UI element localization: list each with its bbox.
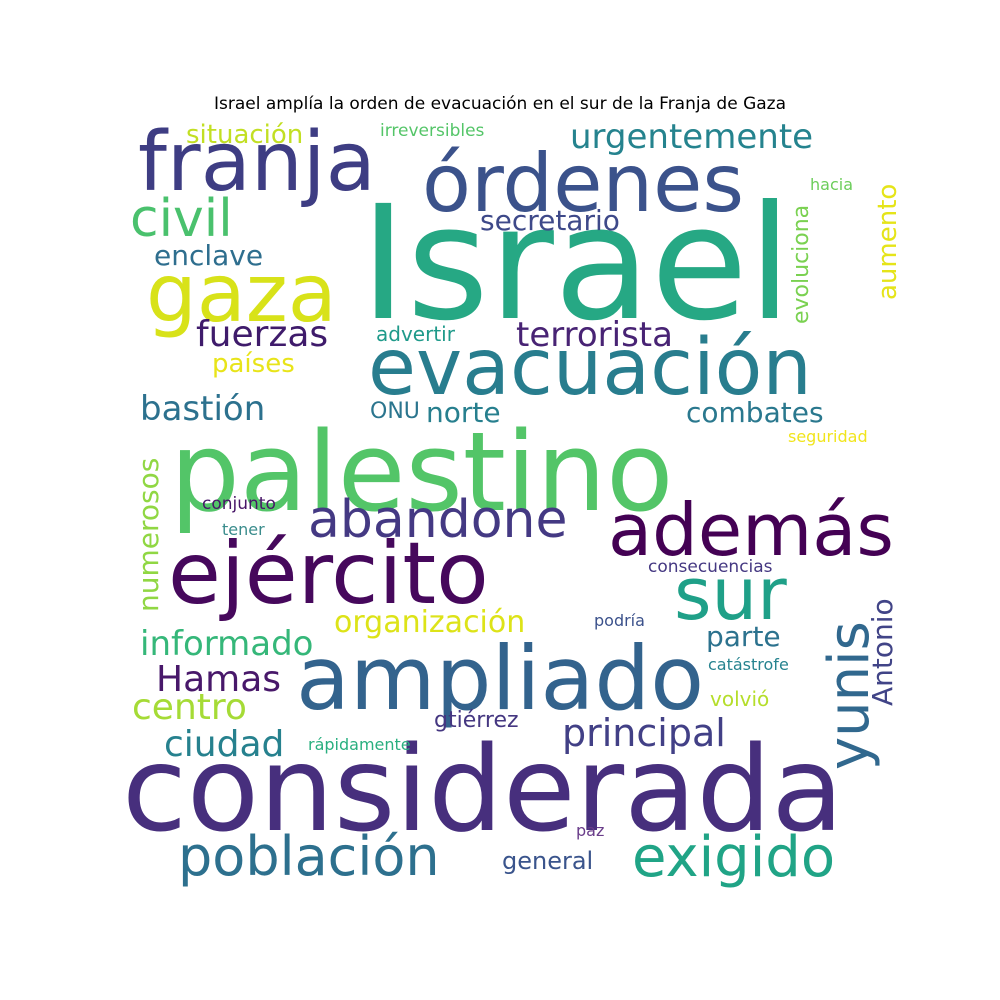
cloud-word: consecuencias [648,557,773,577]
cloud-word: combates [686,396,824,429]
cloud-word: secretario [480,204,620,237]
cloud-word: civil [130,189,233,249]
cloud-word: podría [594,611,645,630]
cloud-word: aumento [873,184,903,300]
cloud-word: situación [186,120,303,150]
cloud-word: centro [132,687,247,728]
cloud-word: volvió [710,687,769,711]
cloud-word: franja [138,115,376,210]
cloud-word: ciudad [164,724,284,765]
cloud-word: órdenes [422,137,744,230]
cloud-word: urgentemente [570,117,813,157]
cloud-word: conjunto [202,494,276,514]
cloud-word: advertir [376,322,456,346]
cloud-word: considerada [122,720,844,858]
cloud-word: abandone [308,490,567,550]
cloud-word: catástrofe [708,655,789,674]
cloud-word: terrorista [516,315,673,355]
cloud-word: sur [674,552,787,636]
cloud-word: ONU [370,399,420,424]
cloud-word: bastión [140,389,265,429]
chart-title: Israel amplía la orden de evacuación en … [213,94,787,114]
cloud-word: evacuación [368,323,812,413]
cloud-word: Antonio [866,598,899,706]
cloud-word: Israel [360,172,792,356]
cloud-word: yunis [817,621,882,770]
cloud-word: tener [222,520,265,539]
cloud-word: Hamas [156,659,281,700]
cloud-word: gtiérrez [434,708,519,733]
cloud-word: enclave [154,239,263,272]
cloud-word: informado [140,624,314,664]
cloud-word: población [178,825,440,888]
cloud-word: ampliado [296,627,704,730]
cloud-word: parte [706,620,781,653]
cloud-word: norte [426,396,501,429]
cloud-word: paz [576,821,604,840]
cloud-word: evoluciona [789,205,814,324]
cloud-word: general [502,847,593,875]
cloud-word: además [608,488,894,572]
cloud-word: principal [562,711,726,755]
cloud-word: gaza [146,247,337,340]
cloud-word: países [212,349,295,379]
cloud-word: organización [334,605,525,640]
cloud-word: palestino [170,408,674,536]
cloud-word: ejército [168,524,489,624]
cloud-word: hacia [810,175,853,194]
cloud-word: exigido [632,825,835,890]
cloud-word: numerosos [132,458,165,612]
cloud-word: irreversibles [380,121,485,141]
cloud-word: rápidamente [308,735,411,754]
cloud-word: seguridad [788,427,868,446]
cloud-word: fuerzas [196,314,328,355]
